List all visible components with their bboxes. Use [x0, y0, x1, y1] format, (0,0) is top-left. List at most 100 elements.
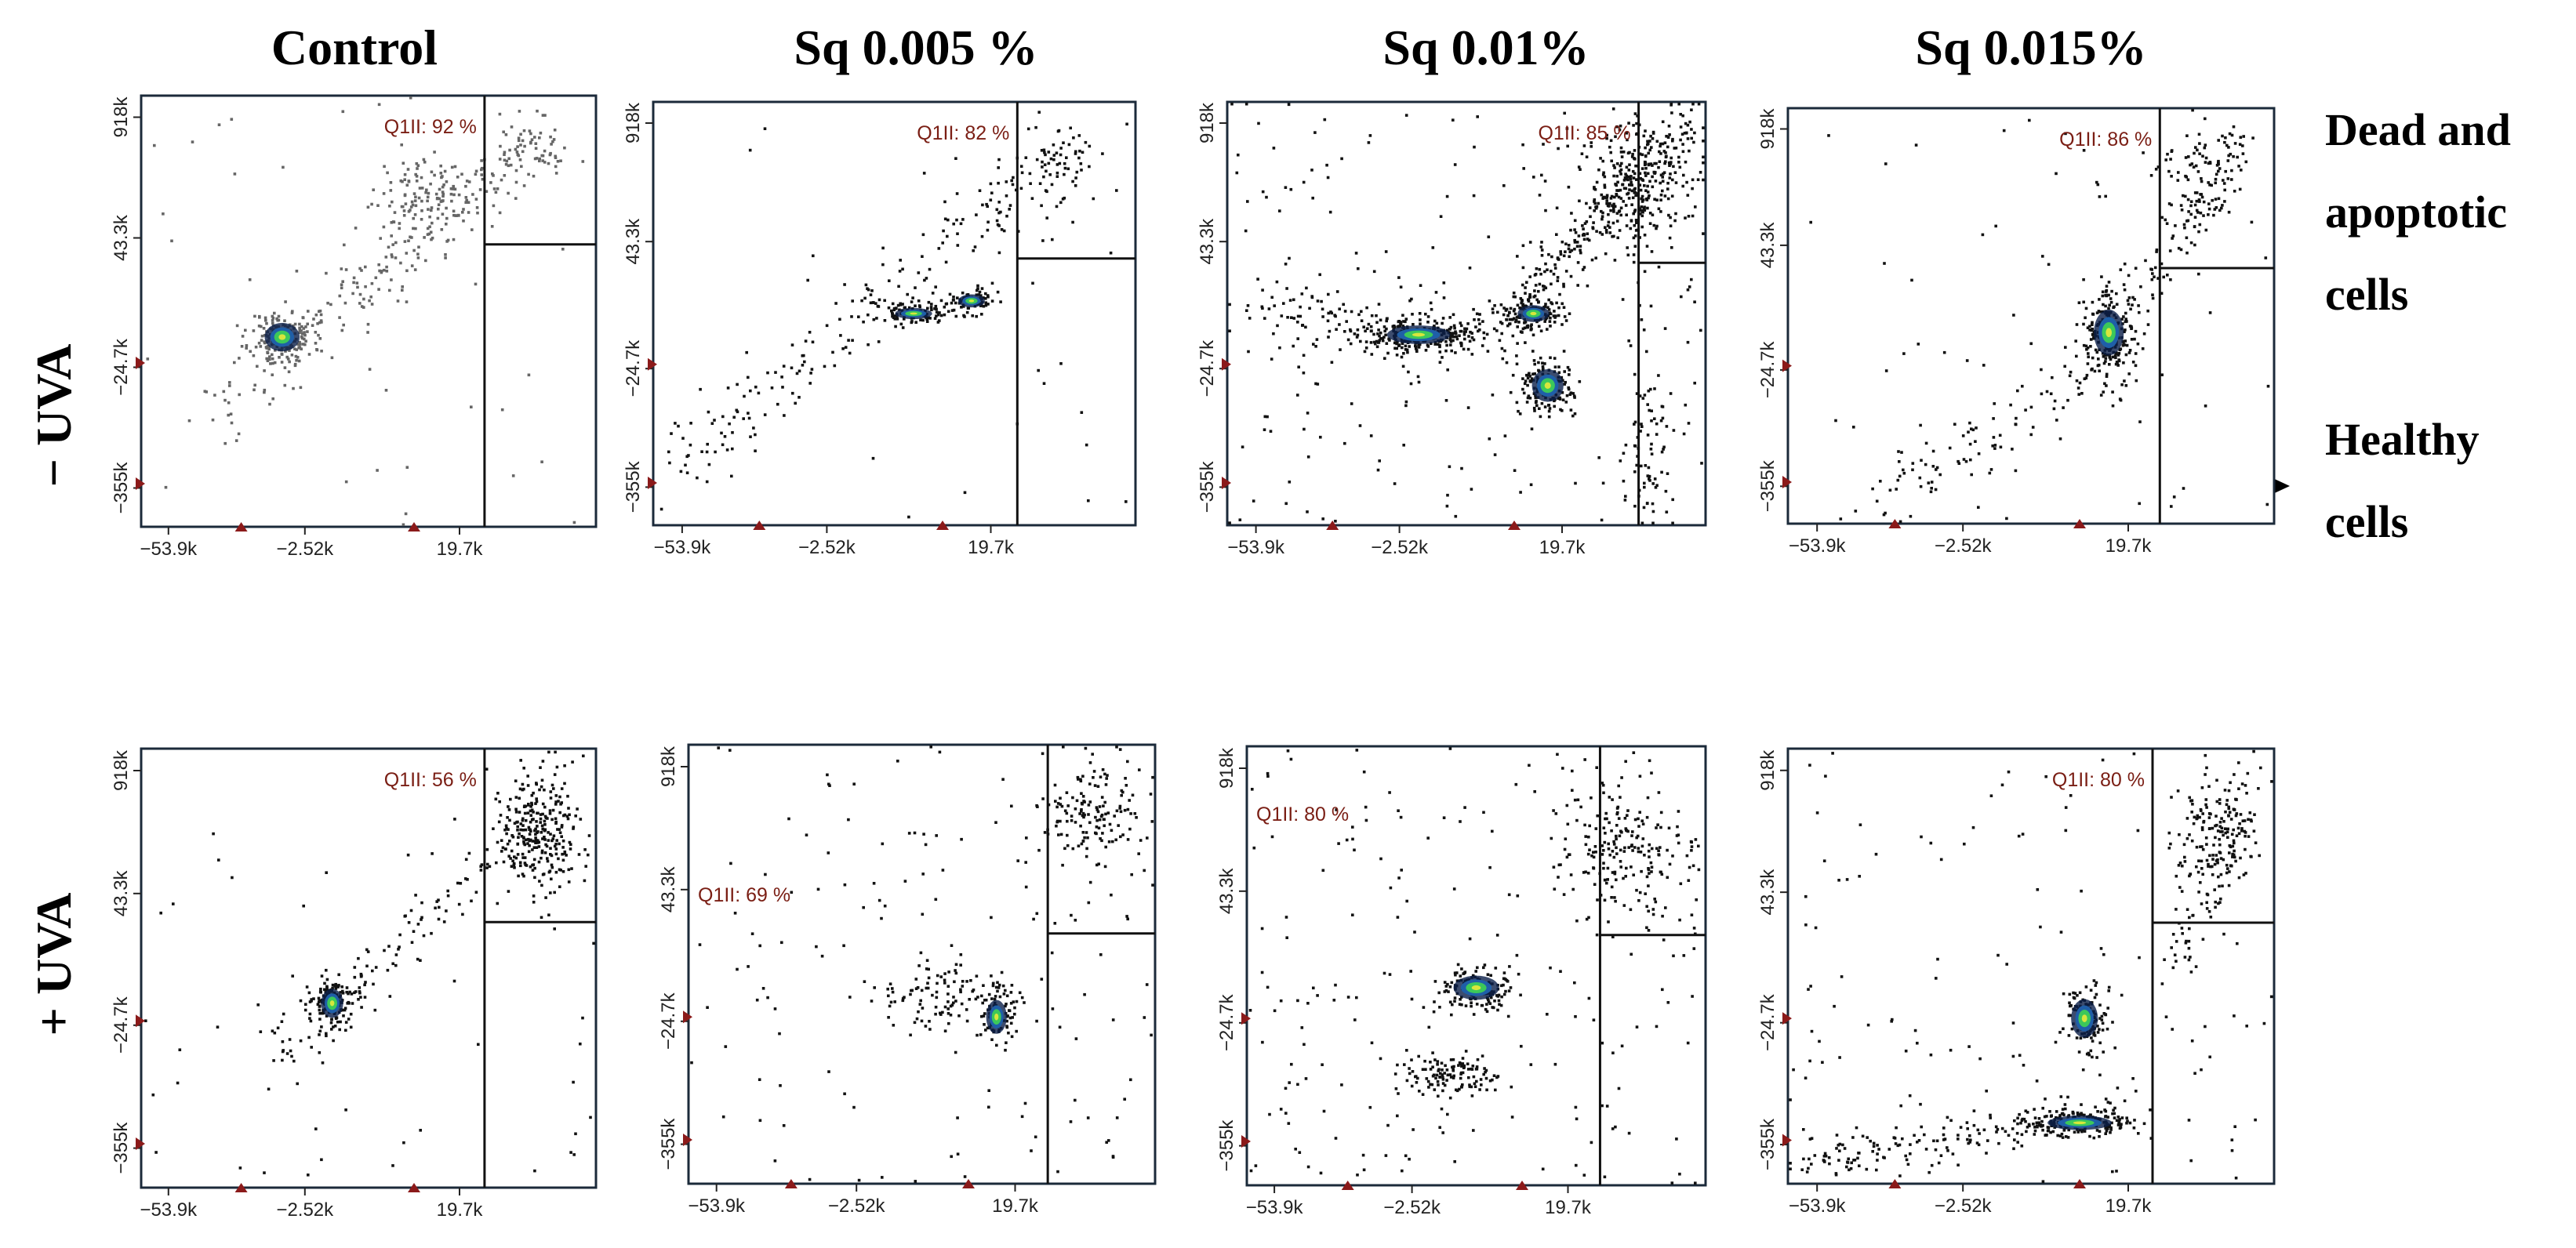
event-dot — [1655, 484, 1659, 487]
event-dot — [782, 1124, 786, 1127]
event-dot — [926, 981, 929, 985]
event-dot — [1639, 188, 1643, 192]
event-dot — [420, 209, 423, 212]
event-dot — [431, 852, 434, 855]
event-dot — [1664, 489, 1668, 493]
event-dot — [1385, 327, 1388, 331]
event-dot — [1303, 427, 1306, 431]
event-dot — [1335, 328, 1338, 331]
event-dot — [307, 1036, 311, 1039]
event-dot — [2029, 342, 2033, 346]
event-dot — [1130, 873, 1133, 876]
event-dot — [1087, 901, 1091, 905]
event-dot — [1434, 1076, 1437, 1080]
event-dot — [1568, 255, 1571, 259]
event-dot — [1362, 770, 1366, 774]
event-dot — [1662, 150, 1666, 153]
event-dot — [730, 474, 733, 478]
row-labels: − UVA + UVA — [26, 344, 82, 1036]
event-dot — [1279, 999, 1283, 1003]
event-dot — [1555, 206, 1559, 210]
event-dot — [426, 227, 430, 230]
event-dot — [1527, 373, 1531, 376]
event-dot — [1613, 195, 1616, 199]
event-dot — [1507, 989, 1511, 992]
event-dot — [1414, 1075, 1417, 1079]
event-dot — [271, 317, 275, 320]
event-dot — [996, 290, 1000, 294]
event-dot — [1045, 169, 1048, 173]
event-dot — [541, 114, 545, 117]
event-dot — [1655, 422, 1659, 426]
event-dot — [435, 900, 438, 903]
event-dot — [1384, 333, 1387, 337]
event-dot — [318, 337, 322, 340]
event-dot — [2237, 165, 2240, 168]
event-dot — [441, 194, 445, 198]
event-dot — [557, 857, 560, 861]
event-dot — [1473, 318, 1476, 321]
event-dot — [1585, 917, 1589, 921]
event-dot — [1485, 1003, 1488, 1006]
event-dot — [1334, 983, 1337, 987]
event-dot — [551, 140, 554, 143]
event-dot — [883, 904, 887, 908]
event-dot — [1059, 362, 1063, 365]
event-dot — [1261, 307, 1264, 310]
event-dot — [1659, 210, 1662, 213]
event-dot — [1608, 226, 1611, 229]
event-dot — [864, 283, 868, 287]
event-dot — [943, 1005, 947, 1009]
event-dot — [935, 310, 939, 314]
event-dot — [511, 859, 514, 862]
event-dot — [726, 386, 730, 390]
event-dot — [811, 340, 815, 344]
event-dot — [1083, 992, 1086, 996]
event-dot — [1040, 204, 1043, 208]
event-dot — [307, 310, 310, 313]
event-dot — [1362, 1168, 1366, 1172]
event-dot — [452, 213, 456, 217]
event-dot — [1693, 131, 1696, 135]
event-dot — [1687, 215, 1691, 218]
event-dot — [1533, 790, 1536, 793]
event-dot — [492, 187, 496, 190]
event-dot — [159, 911, 162, 915]
event-dot — [2014, 423, 2018, 426]
event-dot — [1024, 861, 1027, 864]
event-dot — [1459, 820, 1462, 823]
event-dot — [1640, 869, 1643, 873]
event-dot — [2124, 311, 2127, 315]
event-dot — [1560, 302, 1564, 306]
event-dot — [2040, 392, 2044, 396]
event-dot — [1461, 1083, 1464, 1087]
event-dot — [1426, 345, 1430, 348]
event-dot — [1702, 161, 1705, 165]
event-dot — [1619, 860, 1622, 863]
event-dot — [1974, 440, 1977, 443]
event-dot — [510, 125, 514, 129]
event-dot — [2091, 312, 2095, 316]
event-dot — [1544, 209, 1547, 212]
event-dot — [471, 193, 474, 196]
event-dot — [1614, 135, 1617, 139]
event-dot — [1546, 268, 1549, 271]
event-dot — [1401, 342, 1404, 345]
event-dot — [1608, 821, 1611, 825]
event-dot — [540, 916, 543, 920]
event-dot — [1244, 229, 1248, 233]
event-dot — [1504, 989, 1507, 993]
event-dot — [298, 340, 301, 344]
event-dot — [354, 227, 358, 230]
event-dot — [1478, 313, 1481, 316]
event-dot — [480, 863, 484, 866]
event-dot — [187, 419, 191, 423]
event-dot — [1074, 821, 1077, 824]
event-dot — [2111, 404, 2115, 408]
event-dot — [764, 873, 767, 876]
event-dot — [1632, 873, 1635, 876]
event-dot — [1447, 990, 1450, 993]
event-dot — [1334, 1137, 1338, 1140]
event-dot — [1694, 205, 1697, 209]
